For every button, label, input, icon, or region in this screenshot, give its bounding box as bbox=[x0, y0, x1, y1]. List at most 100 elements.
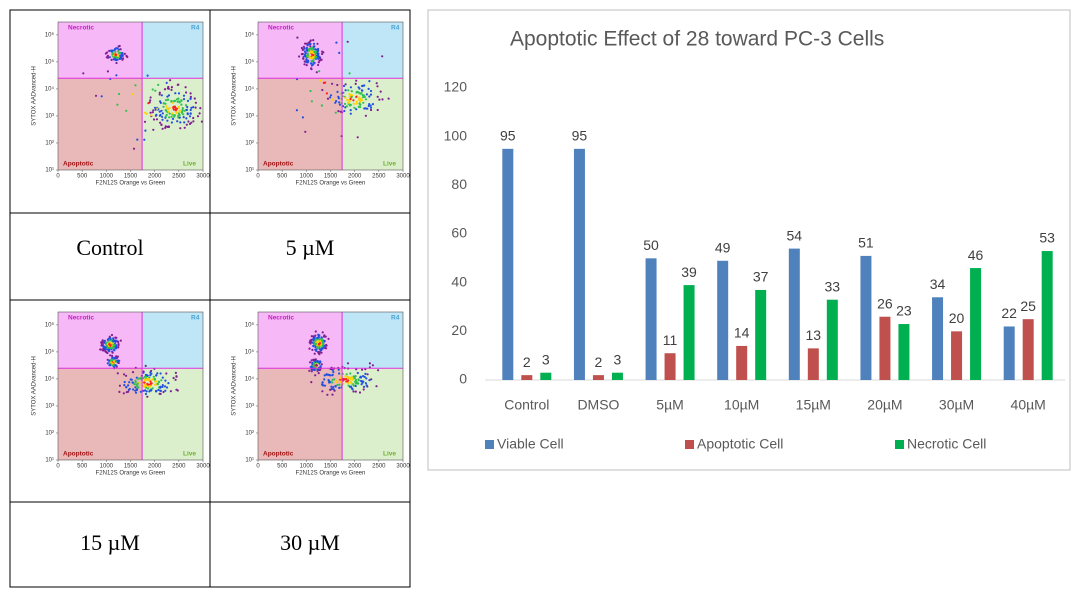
event-dot bbox=[318, 70, 321, 73]
event-dot bbox=[311, 60, 314, 63]
value-label: 22 bbox=[1001, 305, 1017, 321]
event-dot bbox=[153, 378, 156, 381]
x-tick-label: 1500 bbox=[124, 464, 138, 470]
value-label: 33 bbox=[825, 278, 841, 294]
event-dot bbox=[326, 393, 329, 396]
event-dot bbox=[108, 56, 111, 59]
event-dot bbox=[344, 83, 347, 86]
event-dot bbox=[137, 377, 141, 380]
event-dot bbox=[331, 82, 334, 85]
event-dot bbox=[321, 50, 324, 53]
event-dot bbox=[111, 49, 114, 52]
event-dot bbox=[354, 379, 357, 382]
event-dot bbox=[110, 339, 113, 342]
quadrant-label: Apoptotic bbox=[263, 161, 294, 168]
value-label: 54 bbox=[787, 227, 803, 243]
event-dot bbox=[335, 100, 338, 103]
event-dot bbox=[162, 105, 165, 108]
event-dot bbox=[313, 61, 316, 64]
x-tick-label: 1500 bbox=[324, 174, 338, 180]
event-dot bbox=[344, 96, 347, 99]
event-dot bbox=[159, 389, 162, 392]
bar bbox=[592, 375, 604, 380]
event-dot bbox=[107, 349, 110, 352]
event-dot bbox=[325, 92, 328, 95]
event-dot bbox=[144, 364, 147, 367]
event-dot bbox=[125, 374, 128, 377]
event-dot bbox=[304, 42, 307, 45]
event-dot bbox=[172, 376, 175, 380]
y-tick-label: 10⁶ bbox=[245, 321, 255, 328]
event-dot bbox=[173, 105, 177, 109]
event-dot bbox=[329, 388, 332, 391]
x-tick-label: 1500 bbox=[124, 174, 138, 180]
event-dot bbox=[309, 365, 312, 369]
bar bbox=[521, 375, 533, 380]
x-tick-label: 0 bbox=[56, 174, 60, 180]
event-dot bbox=[349, 372, 352, 375]
event-dot bbox=[200, 120, 203, 123]
value-label: 13 bbox=[806, 327, 822, 343]
y-tick-label: 10⁶ bbox=[45, 321, 55, 328]
quadrant bbox=[258, 312, 343, 369]
event-dot bbox=[114, 340, 117, 343]
bar bbox=[807, 348, 819, 380]
event-dot bbox=[104, 52, 107, 55]
event-dot bbox=[146, 383, 150, 386]
event-dot bbox=[190, 106, 193, 109]
value-label: 26 bbox=[877, 295, 893, 311]
x-tick-label: 1000 bbox=[100, 174, 114, 180]
quadrant bbox=[142, 312, 203, 369]
event-dot bbox=[310, 381, 313, 384]
event-dot bbox=[312, 364, 315, 367]
event-dot bbox=[109, 49, 112, 52]
x-tick-label: 2000 bbox=[148, 174, 162, 180]
event-dot bbox=[171, 101, 174, 104]
event-dot bbox=[119, 48, 122, 51]
event-dot bbox=[312, 54, 315, 57]
event-dot bbox=[182, 116, 185, 119]
event-dot bbox=[321, 342, 324, 345]
event-dot bbox=[295, 109, 298, 112]
event-dot bbox=[317, 336, 320, 339]
event-dot bbox=[311, 56, 314, 59]
event-dot bbox=[296, 36, 299, 39]
event-dot bbox=[308, 40, 311, 43]
event-dot bbox=[161, 115, 164, 118]
event-dot bbox=[366, 373, 369, 376]
quadrant-label: Necrotic bbox=[268, 25, 294, 32]
bar bbox=[573, 148, 585, 380]
event-dot bbox=[196, 115, 200, 118]
event-dot bbox=[371, 103, 374, 106]
event-dot bbox=[338, 51, 341, 55]
event-dot bbox=[149, 111, 152, 114]
event-dot bbox=[155, 374, 158, 377]
event-dot bbox=[105, 341, 108, 344]
event-dot bbox=[180, 99, 183, 103]
event-dot bbox=[106, 70, 109, 73]
event-dot bbox=[325, 347, 328, 350]
event-dot bbox=[321, 347, 324, 350]
event-dot bbox=[161, 112, 164, 115]
event-dot bbox=[119, 339, 122, 342]
event-dot bbox=[145, 390, 148, 393]
event-dot bbox=[192, 116, 195, 120]
chart-frame bbox=[427, 9, 1071, 471]
event-dot bbox=[175, 107, 179, 110]
event-dot bbox=[175, 111, 178, 115]
legend-label: Apoptotic Cell bbox=[697, 436, 783, 452]
event-dot bbox=[365, 93, 368, 96]
x-tick-label: 10µM bbox=[724, 397, 759, 413]
event-dot bbox=[355, 95, 358, 98]
event-dot bbox=[355, 91, 358, 94]
event-dot bbox=[136, 382, 139, 385]
x-tick-label: 20µM bbox=[867, 397, 902, 413]
event-dot bbox=[145, 375, 148, 378]
event-dot bbox=[312, 363, 315, 366]
event-dot bbox=[316, 345, 319, 348]
event-dot bbox=[142, 371, 145, 374]
quadrant bbox=[258, 22, 343, 79]
event-dot bbox=[158, 392, 161, 395]
event-dot bbox=[342, 382, 345, 385]
event-dot bbox=[329, 94, 333, 97]
